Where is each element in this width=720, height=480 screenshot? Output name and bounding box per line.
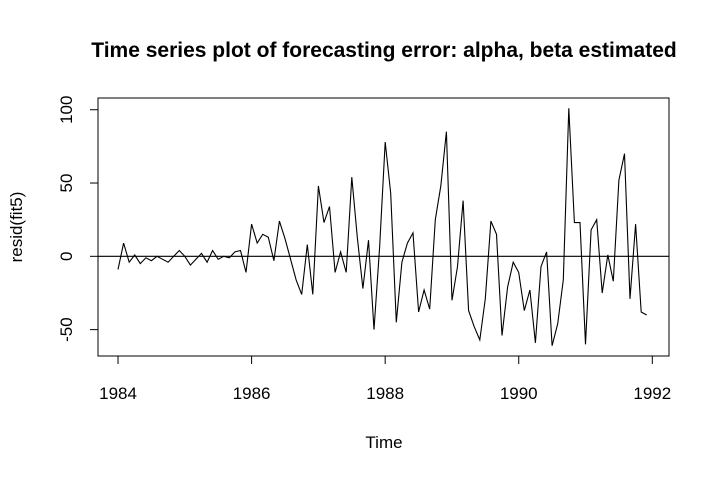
y-tick-label: 0 xyxy=(57,252,76,261)
y-tick-label: 50 xyxy=(57,174,76,193)
x-tick-label: 1990 xyxy=(500,384,538,403)
chart-title: Time series plot of forecasting error: a… xyxy=(91,39,676,62)
x-axis-label: Time xyxy=(365,433,402,452)
y-tick-label: -50 xyxy=(57,317,76,342)
series-line xyxy=(117,108,647,346)
y-axis: -50 0 50 100 xyxy=(57,96,99,342)
x-tick-label: 1988 xyxy=(366,384,404,403)
y-tick-label: 100 xyxy=(57,96,76,124)
plot-frame xyxy=(97,97,670,357)
y-axis-label: resid(fit5) xyxy=(7,192,26,263)
x-tick-label: 1992 xyxy=(633,384,671,403)
x-tick-label: 1984 xyxy=(99,384,137,403)
x-tick-label: 1986 xyxy=(233,384,271,403)
x-axis: 1984 1986 1988 1990 1992 xyxy=(99,355,671,403)
